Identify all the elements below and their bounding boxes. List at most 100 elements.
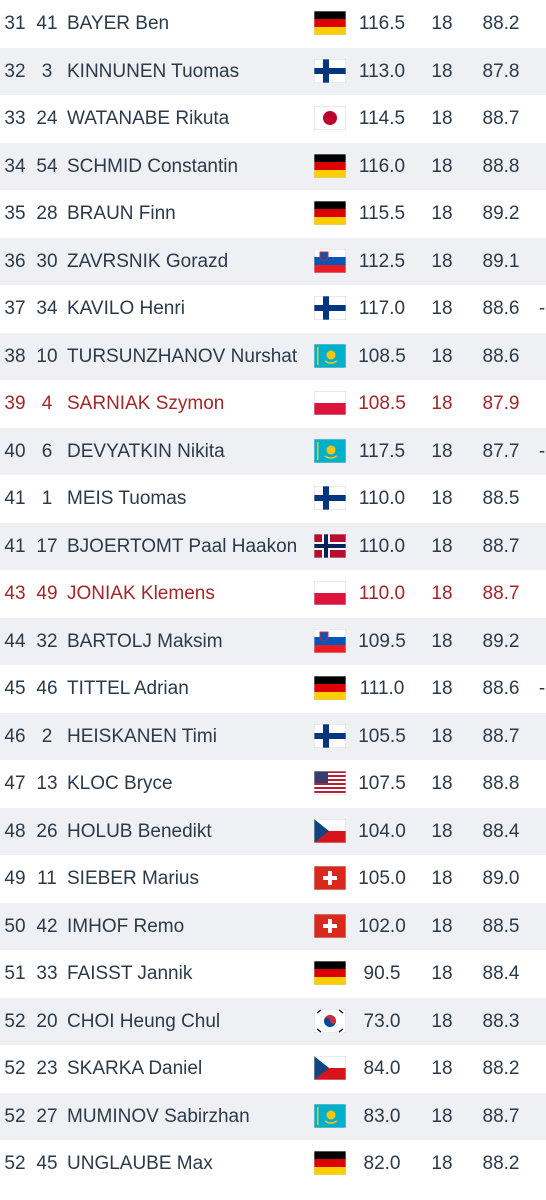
table-row[interactable]: 46 2 HEISKANEN Timi 105.5 18 88.7 xyxy=(0,712,546,760)
gate-cell: 18 xyxy=(431,155,453,177)
athlete-name: TURSUNZHANOV Nurshat xyxy=(67,345,298,367)
table-row[interactable]: 35 28 BRAUN Finn 115.5 18 89.2 xyxy=(0,190,546,238)
speed-cell: 88.8 xyxy=(482,773,520,794)
speed-cell: 88.4 xyxy=(482,963,520,984)
gate-cell: 18 xyxy=(431,345,453,367)
rank-cell: 35 xyxy=(4,203,26,224)
speed-cell: 87.9 xyxy=(482,393,520,414)
table-row[interactable]: 52 20 CHOI Heung Chul 73.0 18 88.3 xyxy=(0,997,546,1045)
gate-cell: 18 xyxy=(431,915,453,937)
table-row[interactable]: 51 33 FAISST Jannik 90.5 18 88.4 xyxy=(0,950,546,998)
rank-cell: 34 xyxy=(4,155,26,177)
athlete-name: BARTOLJ Maksim xyxy=(67,630,223,652)
bib-cell: 11 xyxy=(37,868,57,889)
rank-cell: 52 xyxy=(4,1153,26,1174)
distance-cell: 113.0 xyxy=(358,60,406,82)
bib-cell: 28 xyxy=(36,203,58,224)
table-row[interactable]: 49 11 SIEBER Marius 105.0 18 89.0 xyxy=(0,855,546,903)
table-row[interactable]: 31 41 BAYER Ben 116.5 18 88.2 xyxy=(0,0,546,48)
rank-cell: 47 xyxy=(4,773,26,794)
table-row[interactable]: 41 1 MEIS Tuomas 110.0 18 88.5 xyxy=(0,475,546,523)
table-row[interactable]: 33 24 WATANABE Rikuta 114.5 18 88.7 xyxy=(0,95,546,143)
table-row[interactable]: 52 27 MUMINOV Sabirzhan 83.0 18 88.7 xyxy=(0,1092,546,1140)
distance-cell: 83.0 xyxy=(363,1105,401,1127)
rank-cell: 38 xyxy=(4,345,26,367)
gate-cell: 18 xyxy=(431,440,453,462)
flag-icon xyxy=(314,533,346,558)
athlete-name: TITTEL Adrian xyxy=(67,678,189,699)
speed-cell: 88.4 xyxy=(482,820,520,842)
flag-icon xyxy=(314,248,346,273)
athlete-name: BJOERTOMT Paal Haakon xyxy=(67,535,298,557)
flag-icon xyxy=(314,296,346,320)
flag-icon xyxy=(314,486,346,510)
table-row[interactable]: 40 6 DEVYATKIN Nikita 117.5 18 87.7- xyxy=(0,427,546,475)
rank-cell: 51 xyxy=(4,963,26,984)
bib-cell: 10 xyxy=(36,345,58,367)
table-row[interactable]: 50 42 IMHOF Remo 102.0 18 88.5 xyxy=(0,902,546,950)
rank-cell: 43 xyxy=(4,583,26,604)
edge-cell: - xyxy=(538,440,546,462)
table-row[interactable]: 48 26 HOLUB Benedikt 104.0 18 88.4 xyxy=(0,807,546,855)
table-row[interactable]: 34 54 SCHMID Constantin 116.0 18 88.8 xyxy=(0,142,546,190)
gate-cell: 18 xyxy=(431,488,453,509)
flag-icon xyxy=(314,1056,346,1080)
bib-cell: 2 xyxy=(41,725,53,747)
flag-icon xyxy=(314,723,346,748)
distance-cell: 107.5 xyxy=(358,773,406,794)
gate-cell: 18 xyxy=(431,108,453,129)
gate-cell: 18 xyxy=(431,393,453,414)
table-row[interactable]: 44 32 BARTOLJ Maksim 109.5 18 89.2 xyxy=(0,617,546,665)
speed-cell: 88.6 xyxy=(482,298,520,319)
bib-cell: 26 xyxy=(36,820,58,842)
gate-cell: 18 xyxy=(431,963,453,984)
distance-cell: 109.5 xyxy=(358,630,406,652)
rank-cell: 52 xyxy=(4,1105,26,1127)
speed-cell: 88.7 xyxy=(482,1105,520,1127)
distance-cell: 73.0 xyxy=(363,1010,401,1032)
speed-cell: 88.3 xyxy=(482,1010,520,1032)
flag-icon xyxy=(314,58,346,83)
flag-icon xyxy=(314,866,346,890)
bib-cell: 49 xyxy=(36,583,58,604)
distance-cell: 108.5 xyxy=(358,345,406,367)
gate-cell: 18 xyxy=(431,1058,453,1079)
distance-cell: 116.5 xyxy=(358,13,406,34)
athlete-name: CHOI Heung Chul xyxy=(67,1010,221,1032)
table-row[interactable]: 45 46 TITTEL Adrian 111.0 18 88.6- xyxy=(0,665,546,713)
table-row[interactable]: 52 45 UNGLAUBE Max 82.0 18 88.2 xyxy=(0,1140,546,1188)
bib-cell: 6 xyxy=(41,440,53,462)
athlete-name: IMHOF Remo xyxy=(67,915,185,937)
gate-cell: 18 xyxy=(431,535,453,557)
flag-icon xyxy=(314,106,346,130)
table-row[interactable]: 32 3 KINNUNEN Tuomas 113.0 18 87.8 xyxy=(0,47,546,95)
flag-icon xyxy=(314,1103,346,1128)
rank-cell: 36 xyxy=(4,250,26,272)
distance-cell: 110.0 xyxy=(358,488,406,509)
distance-cell: 108.5 xyxy=(358,393,406,414)
table-row[interactable]: 37 34 KAVILO Henri 117.0 18 88.6- xyxy=(0,285,546,333)
athlete-name: KLOC Bryce xyxy=(67,773,173,794)
table-row[interactable]: 52 23 SKARKA Daniel 84.0 18 88.2 xyxy=(0,1045,546,1093)
bib-cell: 1 xyxy=(41,488,53,509)
table-row[interactable]: 36 30 ZAVRSNIK Gorazd 112.5 18 89.1 xyxy=(0,237,546,285)
table-row[interactable]: 41 17 BJOERTOMT Paal Haakon 110.0 18 88.7 xyxy=(0,522,546,570)
gate-cell: 18 xyxy=(431,630,453,652)
bib-cell: 30 xyxy=(36,250,58,272)
table-row[interactable]: 39 4 SARNIAK Szymon 108.5 18 87.9 xyxy=(0,380,546,428)
speed-cell: 89.2 xyxy=(482,203,520,224)
table-row[interactable]: 47 13 KLOC Bryce 107.5 18 88.8 xyxy=(0,760,546,808)
rank-cell: 33 xyxy=(4,108,26,129)
rank-cell: 41 xyxy=(4,488,26,509)
athlete-name: MEIS Tuomas xyxy=(67,488,187,509)
flag-icon xyxy=(314,11,346,35)
gate-cell: 18 xyxy=(431,60,453,82)
flag-icon xyxy=(314,343,346,368)
table-row[interactable]: 43 49 JONIAK Klemens 110.0 18 88.7 xyxy=(0,570,546,618)
bib-cell: 27 xyxy=(36,1105,58,1127)
gate-cell: 18 xyxy=(431,203,453,224)
table-row[interactable]: 38 10 TURSUNZHANOV Nurshat 108.5 18 88.6 xyxy=(0,332,546,380)
athlete-name: ZAVRSNIK Gorazd xyxy=(67,250,229,272)
rank-cell: 49 xyxy=(4,868,26,889)
bib-cell: 34 xyxy=(36,298,58,319)
